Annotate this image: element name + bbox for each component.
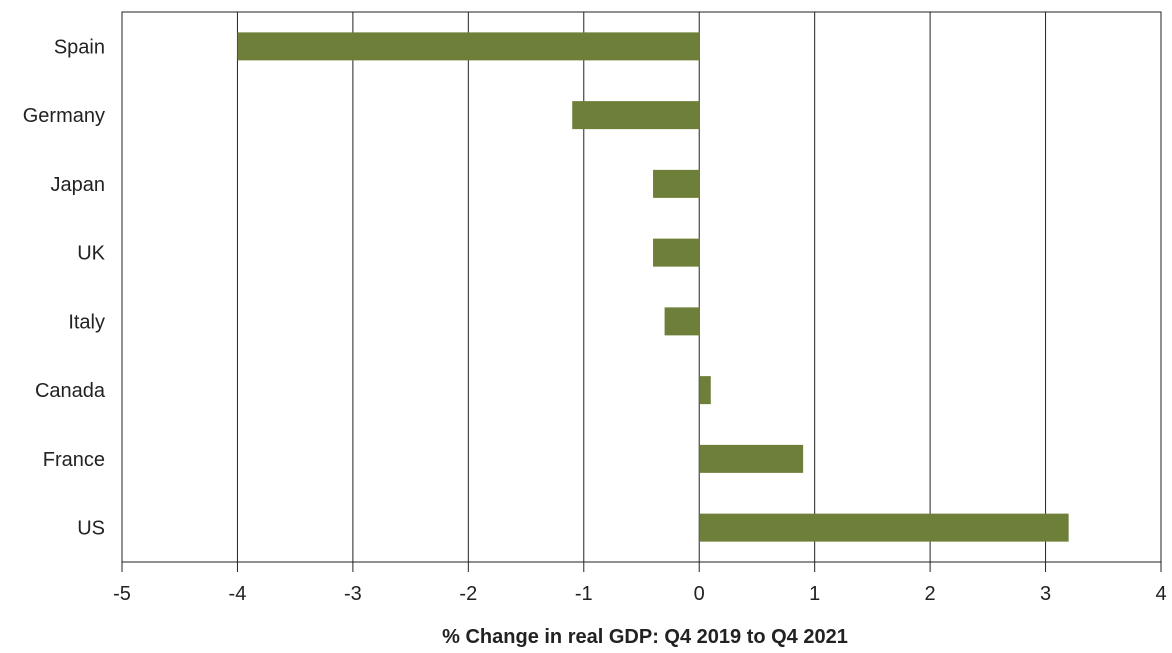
x-tick-label: -1 — [575, 583, 593, 605]
x-tick-label: 4 — [1155, 583, 1166, 605]
plot-frame — [121, 11, 1162, 563]
category-labels: Spain Germany Japan UK Italy Canada France US — [23, 36, 106, 539]
x-tick-label: -4 — [229, 583, 247, 605]
category-label: UK — [77, 243, 105, 265]
bar-us — [699, 513, 1069, 542]
bar-italy — [664, 307, 700, 336]
x-tick-label: -5 — [113, 583, 131, 605]
axes — [121, 11, 1162, 572]
bar-canada — [699, 376, 711, 405]
gridlines — [121, 12, 1162, 562]
x-tick-label: 0 — [694, 583, 705, 605]
bar-japan — [653, 169, 700, 198]
bar-france — [699, 444, 804, 473]
bars — [237, 32, 1069, 542]
category-label: Spain — [54, 36, 105, 58]
x-tick-label: -2 — [459, 583, 477, 605]
bar-spain — [237, 32, 700, 61]
category-label: Italy — [68, 311, 105, 333]
x-axis-title: % Change in real GDP: Q4 2019 to Q4 2021 — [442, 626, 848, 648]
x-tick-label: 3 — [1040, 583, 1051, 605]
category-label: France — [43, 449, 105, 471]
x-tick-label: -3 — [344, 583, 362, 605]
bar-germany — [572, 101, 700, 130]
category-label: Japan — [51, 174, 106, 196]
bar-uk — [653, 238, 700, 267]
category-label: Germany — [23, 105, 105, 127]
category-label: Canada — [35, 380, 106, 402]
x-tick-label: 2 — [925, 583, 936, 605]
x-tick-label: 1 — [809, 583, 820, 605]
x-tick-labels: -5 -4 -3 -2 -1 0 1 2 3 4 — [113, 583, 1166, 605]
category-label: US — [77, 518, 105, 540]
